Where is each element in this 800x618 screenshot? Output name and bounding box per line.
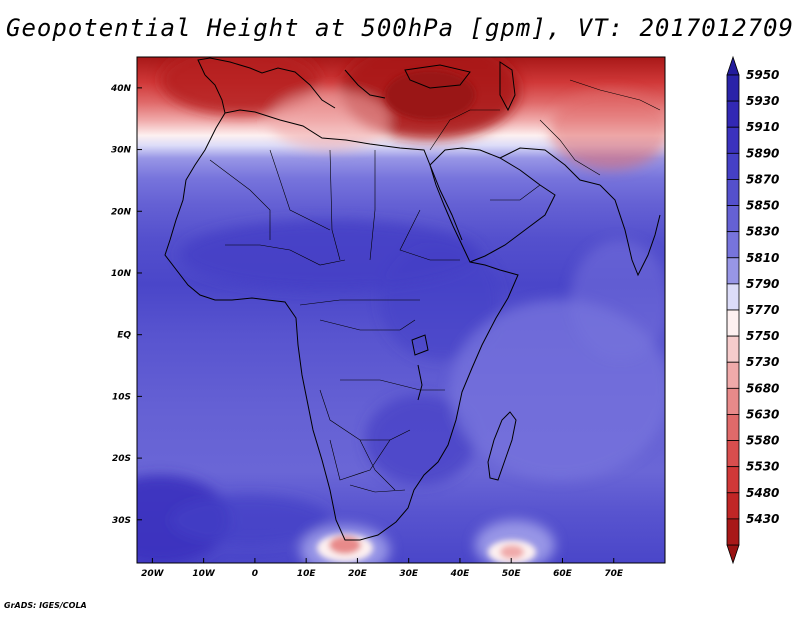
lat-tick-label: 20N [111, 207, 132, 217]
colorbar-label: 5730 [746, 355, 779, 369]
colorbar-label: 5890 [746, 146, 779, 160]
colorbar-swatch [726, 231, 740, 259]
colorbar-swatch [726, 126, 740, 154]
lon-tick-label: 30E [399, 569, 419, 579]
colorbar-label: 5830 [746, 225, 779, 239]
colorbar-label: 5630 [746, 407, 779, 421]
colorbar-label: 5850 [746, 199, 779, 213]
colorbar-label: 5790 [746, 277, 779, 291]
colorbar-swatch [726, 440, 740, 468]
lon-tick-label: 10E [297, 569, 317, 579]
colorbar-label: 5480 [746, 486, 779, 500]
colorbar-label: 5910 [746, 120, 779, 134]
coastlines [164, 57, 661, 541]
colorbar-swatch [726, 492, 740, 520]
colorbar-swatch [726, 335, 740, 363]
lon-tick-label: 70E [604, 569, 624, 579]
colorbar-label: 5870 [746, 172, 779, 186]
field-features [137, 57, 665, 563]
lat-tick-label: 10N [111, 269, 132, 279]
colorbar-swatch [726, 518, 740, 546]
lon-tick-label: 10W [192, 569, 216, 579]
colorbar-swatch [726, 257, 740, 285]
colorbar-swatch [726, 387, 740, 415]
lat-tick-label: 10S [112, 392, 131, 402]
latitude-axis: 40N 30N 20N 10N EQ 10S 20S 30S [110, 84, 142, 526]
colorbar-label: 5950 [746, 68, 779, 82]
lon-tick-label: 20E [348, 569, 368, 579]
colorbar-swatch [726, 361, 740, 389]
colorbar-swatch [726, 152, 740, 180]
colorbar-label: 5580 [746, 434, 779, 448]
lat-tick-label: EQ [117, 331, 131, 341]
lon-tick-label: 20W [141, 569, 165, 579]
colorbar-label: 5530 [746, 460, 779, 474]
lat-tick-label: 30S [112, 516, 131, 526]
plot-frame [136, 56, 666, 564]
lat-tick-label: 20S [112, 454, 131, 464]
height-field [137, 57, 665, 563]
colorbar-swatch [726, 466, 740, 494]
grads-credit: GrADS: IGES/COLA [4, 601, 87, 610]
colorbar-max-arrow [726, 55, 740, 76]
colorbar-label: 5680 [746, 381, 779, 395]
lat-tick-label: 40N [110, 84, 132, 94]
colorbar-min-arrow [726, 544, 740, 565]
colorbar-swatch [726, 179, 740, 206]
colorbar: 5950 5930 5910 5890 5870 5850 5830 5810 5790 5770… [726, 55, 779, 565]
colorbar-label: 5770 [746, 303, 779, 317]
lat-tick-label: 30N [111, 146, 132, 156]
country-borders [209, 79, 661, 493]
lon-tick-label: 40E [450, 569, 471, 579]
colorbar-swatch [726, 205, 740, 233]
colorbar-swatch [726, 414, 740, 441]
colorbar-swatch [726, 309, 740, 337]
longitude-axis: 20W 10W 0 10E 20E 30E 40E 50E 60E 70E [141, 558, 624, 579]
colorbar-label: 5750 [746, 329, 779, 343]
lon-tick-label: 60E [553, 569, 573, 579]
colorbar-swatch [726, 100, 740, 128]
lon-tick-label: 50E [502, 569, 522, 579]
colorbar-swatch [726, 74, 740, 102]
colorbar-swatch [726, 283, 740, 311]
lon-tick-label: 0 [252, 569, 258, 579]
colorbar-label: 5930 [746, 94, 779, 108]
map-title: Geopotential Height at 500hPa [gpm], VT:… [6, 14, 794, 42]
colorbar-label: 5810 [746, 251, 779, 265]
colorbar-label: 5430 [746, 512, 779, 526]
